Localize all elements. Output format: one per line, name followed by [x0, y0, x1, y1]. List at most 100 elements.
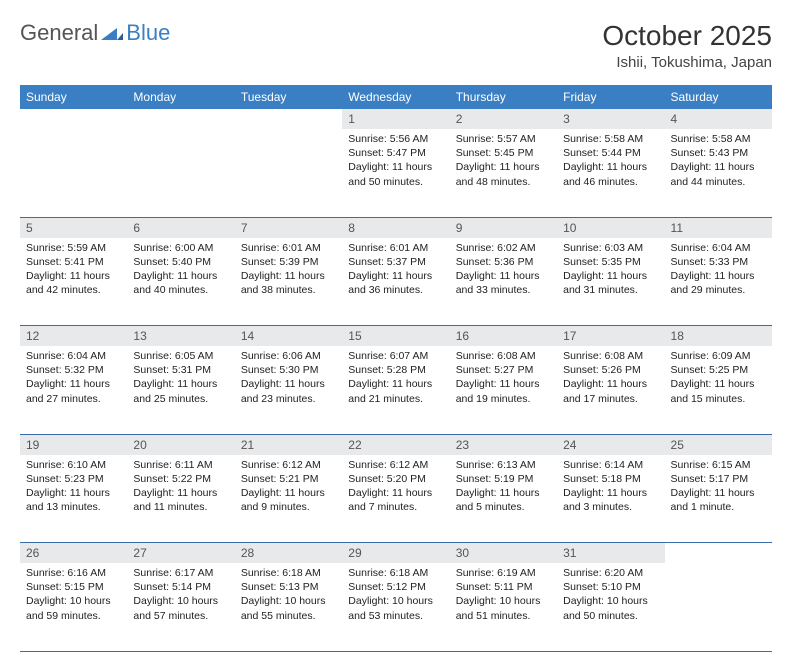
logo-text-general: General — [20, 20, 98, 46]
day-cell-content: Sunrise: 6:13 AMSunset: 5:19 PMDaylight:… — [450, 455, 557, 519]
day-cell-content: Sunrise: 6:11 AMSunset: 5:22 PMDaylight:… — [127, 455, 234, 519]
day-cell-content: Sunrise: 6:17 AMSunset: 5:14 PMDaylight:… — [127, 563, 234, 627]
day-cell: Sunrise: 5:57 AMSunset: 5:45 PMDaylight:… — [450, 129, 557, 217]
day-cell-content: Sunrise: 6:04 AMSunset: 5:32 PMDaylight:… — [20, 346, 127, 410]
day-cell-content: Sunrise: 6:08 AMSunset: 5:26 PMDaylight:… — [557, 346, 664, 410]
header: General Blue October 2025 Ishii, Tokushi… — [20, 20, 772, 71]
day-cell-content: Sunrise: 6:19 AMSunset: 5:11 PMDaylight:… — [450, 563, 557, 627]
day-cell-content: Sunrise: 6:03 AMSunset: 5:35 PMDaylight:… — [557, 238, 664, 302]
day-number-cell: 4 — [665, 109, 772, 129]
day-cell: Sunrise: 6:03 AMSunset: 5:35 PMDaylight:… — [557, 238, 664, 326]
day-cell-content: Sunrise: 6:15 AMSunset: 5:17 PMDaylight:… — [665, 455, 772, 519]
day-cell: Sunrise: 6:14 AMSunset: 5:18 PMDaylight:… — [557, 455, 664, 543]
day-number-cell: 30 — [450, 543, 557, 564]
day-number-cell: 20 — [127, 434, 234, 455]
day-cell: Sunrise: 6:19 AMSunset: 5:11 PMDaylight:… — [450, 563, 557, 651]
day-number-cell: 11 — [665, 217, 772, 238]
day-cell: Sunrise: 6:09 AMSunset: 5:25 PMDaylight:… — [665, 346, 772, 434]
day-number-cell: 14 — [235, 326, 342, 347]
day-content-row: Sunrise: 5:59 AMSunset: 5:41 PMDaylight:… — [20, 238, 772, 326]
weekday-header: Tuesday — [235, 85, 342, 109]
day-cell-content: Sunrise: 6:14 AMSunset: 5:18 PMDaylight:… — [557, 455, 664, 519]
day-number-cell: 2 — [450, 109, 557, 129]
day-number-cell — [665, 543, 772, 564]
day-cell: Sunrise: 6:12 AMSunset: 5:21 PMDaylight:… — [235, 455, 342, 543]
day-number-cell: 8 — [342, 217, 449, 238]
day-cell: Sunrise: 6:02 AMSunset: 5:36 PMDaylight:… — [450, 238, 557, 326]
day-cell-content: Sunrise: 6:18 AMSunset: 5:13 PMDaylight:… — [235, 563, 342, 627]
day-cell: Sunrise: 6:15 AMSunset: 5:17 PMDaylight:… — [665, 455, 772, 543]
day-content-row: Sunrise: 6:10 AMSunset: 5:23 PMDaylight:… — [20, 455, 772, 543]
day-cell — [665, 563, 772, 651]
location: Ishii, Tokushima, Japan — [602, 54, 772, 71]
day-number-cell: 7 — [235, 217, 342, 238]
day-number-cell: 21 — [235, 434, 342, 455]
day-cell-content: Sunrise: 6:12 AMSunset: 5:21 PMDaylight:… — [235, 455, 342, 519]
daynum-row: 567891011 — [20, 217, 772, 238]
day-cell: Sunrise: 6:18 AMSunset: 5:13 PMDaylight:… — [235, 563, 342, 651]
weekday-header: Thursday — [450, 85, 557, 109]
day-cell-content: Sunrise: 6:01 AMSunset: 5:37 PMDaylight:… — [342, 238, 449, 302]
day-cell: Sunrise: 6:08 AMSunset: 5:27 PMDaylight:… — [450, 346, 557, 434]
weekday-header: Sunday — [20, 85, 127, 109]
day-cell-content: Sunrise: 6:20 AMSunset: 5:10 PMDaylight:… — [557, 563, 664, 627]
day-number-cell: 15 — [342, 326, 449, 347]
day-cell-content: Sunrise: 6:10 AMSunset: 5:23 PMDaylight:… — [20, 455, 127, 519]
day-cell: Sunrise: 6:04 AMSunset: 5:33 PMDaylight:… — [665, 238, 772, 326]
day-number-cell: 24 — [557, 434, 664, 455]
day-cell: Sunrise: 6:20 AMSunset: 5:10 PMDaylight:… — [557, 563, 664, 651]
day-content-row: Sunrise: 5:56 AMSunset: 5:47 PMDaylight:… — [20, 129, 772, 217]
day-cell-content: Sunrise: 6:18 AMSunset: 5:12 PMDaylight:… — [342, 563, 449, 627]
day-number-cell: 9 — [450, 217, 557, 238]
logo-triangle-icon — [101, 26, 123, 40]
day-cell-content: Sunrise: 6:00 AMSunset: 5:40 PMDaylight:… — [127, 238, 234, 302]
day-cell — [235, 129, 342, 217]
day-cell: Sunrise: 5:58 AMSunset: 5:44 PMDaylight:… — [557, 129, 664, 217]
day-content-row: Sunrise: 6:04 AMSunset: 5:32 PMDaylight:… — [20, 346, 772, 434]
day-number-cell: 5 — [20, 217, 127, 238]
day-number-cell — [20, 109, 127, 129]
day-cell-content: Sunrise: 6:16 AMSunset: 5:15 PMDaylight:… — [20, 563, 127, 627]
day-cell: Sunrise: 6:01 AMSunset: 5:37 PMDaylight:… — [342, 238, 449, 326]
day-number-cell: 18 — [665, 326, 772, 347]
calendar-body: 1234Sunrise: 5:56 AMSunset: 5:47 PMDayli… — [20, 109, 772, 651]
day-number-cell: 16 — [450, 326, 557, 347]
logo-text-blue: Blue — [126, 20, 170, 46]
day-cell: Sunrise: 6:05 AMSunset: 5:31 PMDaylight:… — [127, 346, 234, 434]
day-cell: Sunrise: 5:56 AMSunset: 5:47 PMDaylight:… — [342, 129, 449, 217]
day-cell: Sunrise: 6:04 AMSunset: 5:32 PMDaylight:… — [20, 346, 127, 434]
weekday-header: Saturday — [665, 85, 772, 109]
day-number-cell: 26 — [20, 543, 127, 564]
day-cell-content: Sunrise: 6:05 AMSunset: 5:31 PMDaylight:… — [127, 346, 234, 410]
day-number-cell: 22 — [342, 434, 449, 455]
day-cell-content: Sunrise: 5:58 AMSunset: 5:43 PMDaylight:… — [665, 129, 772, 193]
day-cell — [20, 129, 127, 217]
day-number-cell: 19 — [20, 434, 127, 455]
day-cell: Sunrise: 6:17 AMSunset: 5:14 PMDaylight:… — [127, 563, 234, 651]
day-cell-content: Sunrise: 5:56 AMSunset: 5:47 PMDaylight:… — [342, 129, 449, 193]
day-cell: Sunrise: 6:10 AMSunset: 5:23 PMDaylight:… — [20, 455, 127, 543]
weekday-header-row: SundayMondayTuesdayWednesdayThursdayFrid… — [20, 85, 772, 109]
day-cell-content: Sunrise: 6:02 AMSunset: 5:36 PMDaylight:… — [450, 238, 557, 302]
day-number-cell: 17 — [557, 326, 664, 347]
day-content-row: Sunrise: 6:16 AMSunset: 5:15 PMDaylight:… — [20, 563, 772, 651]
daynum-row: 19202122232425 — [20, 434, 772, 455]
day-cell-content: Sunrise: 6:12 AMSunset: 5:20 PMDaylight:… — [342, 455, 449, 519]
day-number-cell: 27 — [127, 543, 234, 564]
day-number-cell: 1 — [342, 109, 449, 129]
logo: General Blue — [20, 20, 170, 46]
calendar-table: SundayMondayTuesdayWednesdayThursdayFrid… — [20, 85, 772, 652]
day-cell: Sunrise: 6:08 AMSunset: 5:26 PMDaylight:… — [557, 346, 664, 434]
day-cell-content: Sunrise: 6:07 AMSunset: 5:28 PMDaylight:… — [342, 346, 449, 410]
day-cell: Sunrise: 6:16 AMSunset: 5:15 PMDaylight:… — [20, 563, 127, 651]
day-number-cell: 31 — [557, 543, 664, 564]
day-cell: Sunrise: 5:59 AMSunset: 5:41 PMDaylight:… — [20, 238, 127, 326]
day-cell-content: Sunrise: 6:09 AMSunset: 5:25 PMDaylight:… — [665, 346, 772, 410]
day-cell-content: Sunrise: 6:08 AMSunset: 5:27 PMDaylight:… — [450, 346, 557, 410]
day-cell-content: Sunrise: 5:57 AMSunset: 5:45 PMDaylight:… — [450, 129, 557, 193]
day-cell: Sunrise: 6:12 AMSunset: 5:20 PMDaylight:… — [342, 455, 449, 543]
day-cell: Sunrise: 5:58 AMSunset: 5:43 PMDaylight:… — [665, 129, 772, 217]
day-number-cell: 29 — [342, 543, 449, 564]
daynum-row: 12131415161718 — [20, 326, 772, 347]
day-cell-content: Sunrise: 5:59 AMSunset: 5:41 PMDaylight:… — [20, 238, 127, 302]
